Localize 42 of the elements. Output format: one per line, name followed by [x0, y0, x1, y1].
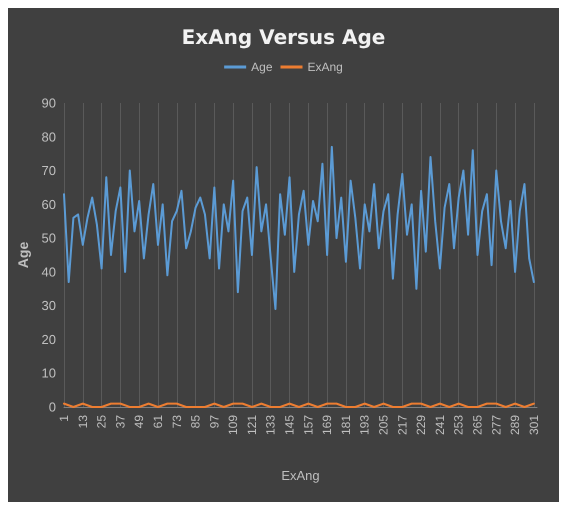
x-tick-label: 181: [338, 414, 353, 436]
y-tick-label: 90: [42, 96, 56, 110]
x-tick-label: 289: [508, 414, 522, 436]
legend-label: ExAng: [308, 60, 343, 74]
y-tick-label: 10: [42, 366, 56, 381]
y-tick-label: 0: [48, 400, 56, 414]
x-axis-title: ExAng: [281, 468, 320, 483]
chart-title: ExAng Versus Age: [182, 25, 386, 49]
x-tick-label: 241: [432, 414, 447, 436]
x-tick-label: 133: [264, 414, 278, 436]
y-tick-label: 30: [42, 298, 56, 314]
y-tick-label: 60: [42, 196, 56, 212]
y-axis-title: Age: [15, 242, 31, 268]
x-tick-label: 85: [188, 414, 203, 428]
x-tick-label: 277: [489, 414, 504, 436]
x-tick-label: 109: [226, 414, 240, 436]
x-tick-label: 61: [150, 414, 165, 428]
y-tick-label: 20: [42, 332, 56, 347]
x-tick-label: 1: [57, 414, 71, 422]
x-tick-label: 205: [376, 414, 391, 436]
y-tick-label: 70: [42, 163, 56, 178]
x-tick-label: 229: [414, 414, 428, 436]
y-tick-label: 50: [42, 230, 56, 246]
x-tick-label: 193: [358, 414, 372, 436]
y-tick-label: 40: [42, 264, 56, 280]
x-tick-label: 169: [320, 414, 334, 436]
x-tick-label: 265: [470, 414, 484, 436]
x-tick-label: 25: [94, 414, 109, 428]
x-tick-label: 253: [452, 414, 466, 436]
x-tick-label: 301: [526, 414, 541, 436]
x-tick-label: 145: [282, 414, 297, 436]
x-tick-label: 37: [113, 414, 128, 428]
x-tick-label: 217: [395, 414, 410, 436]
y-tick-label: 80: [42, 129, 56, 144]
x-tick-label: 73: [170, 414, 184, 428]
legend-label: Age: [251, 60, 273, 74]
x-tick-label: 121: [244, 414, 259, 436]
x-tick-label: 157: [301, 414, 316, 436]
x-tick-label: 49: [132, 414, 146, 428]
line-series: [63, 146, 535, 310]
x-tick-label: 97: [207, 414, 222, 428]
x-tick-label: 13: [76, 414, 90, 428]
